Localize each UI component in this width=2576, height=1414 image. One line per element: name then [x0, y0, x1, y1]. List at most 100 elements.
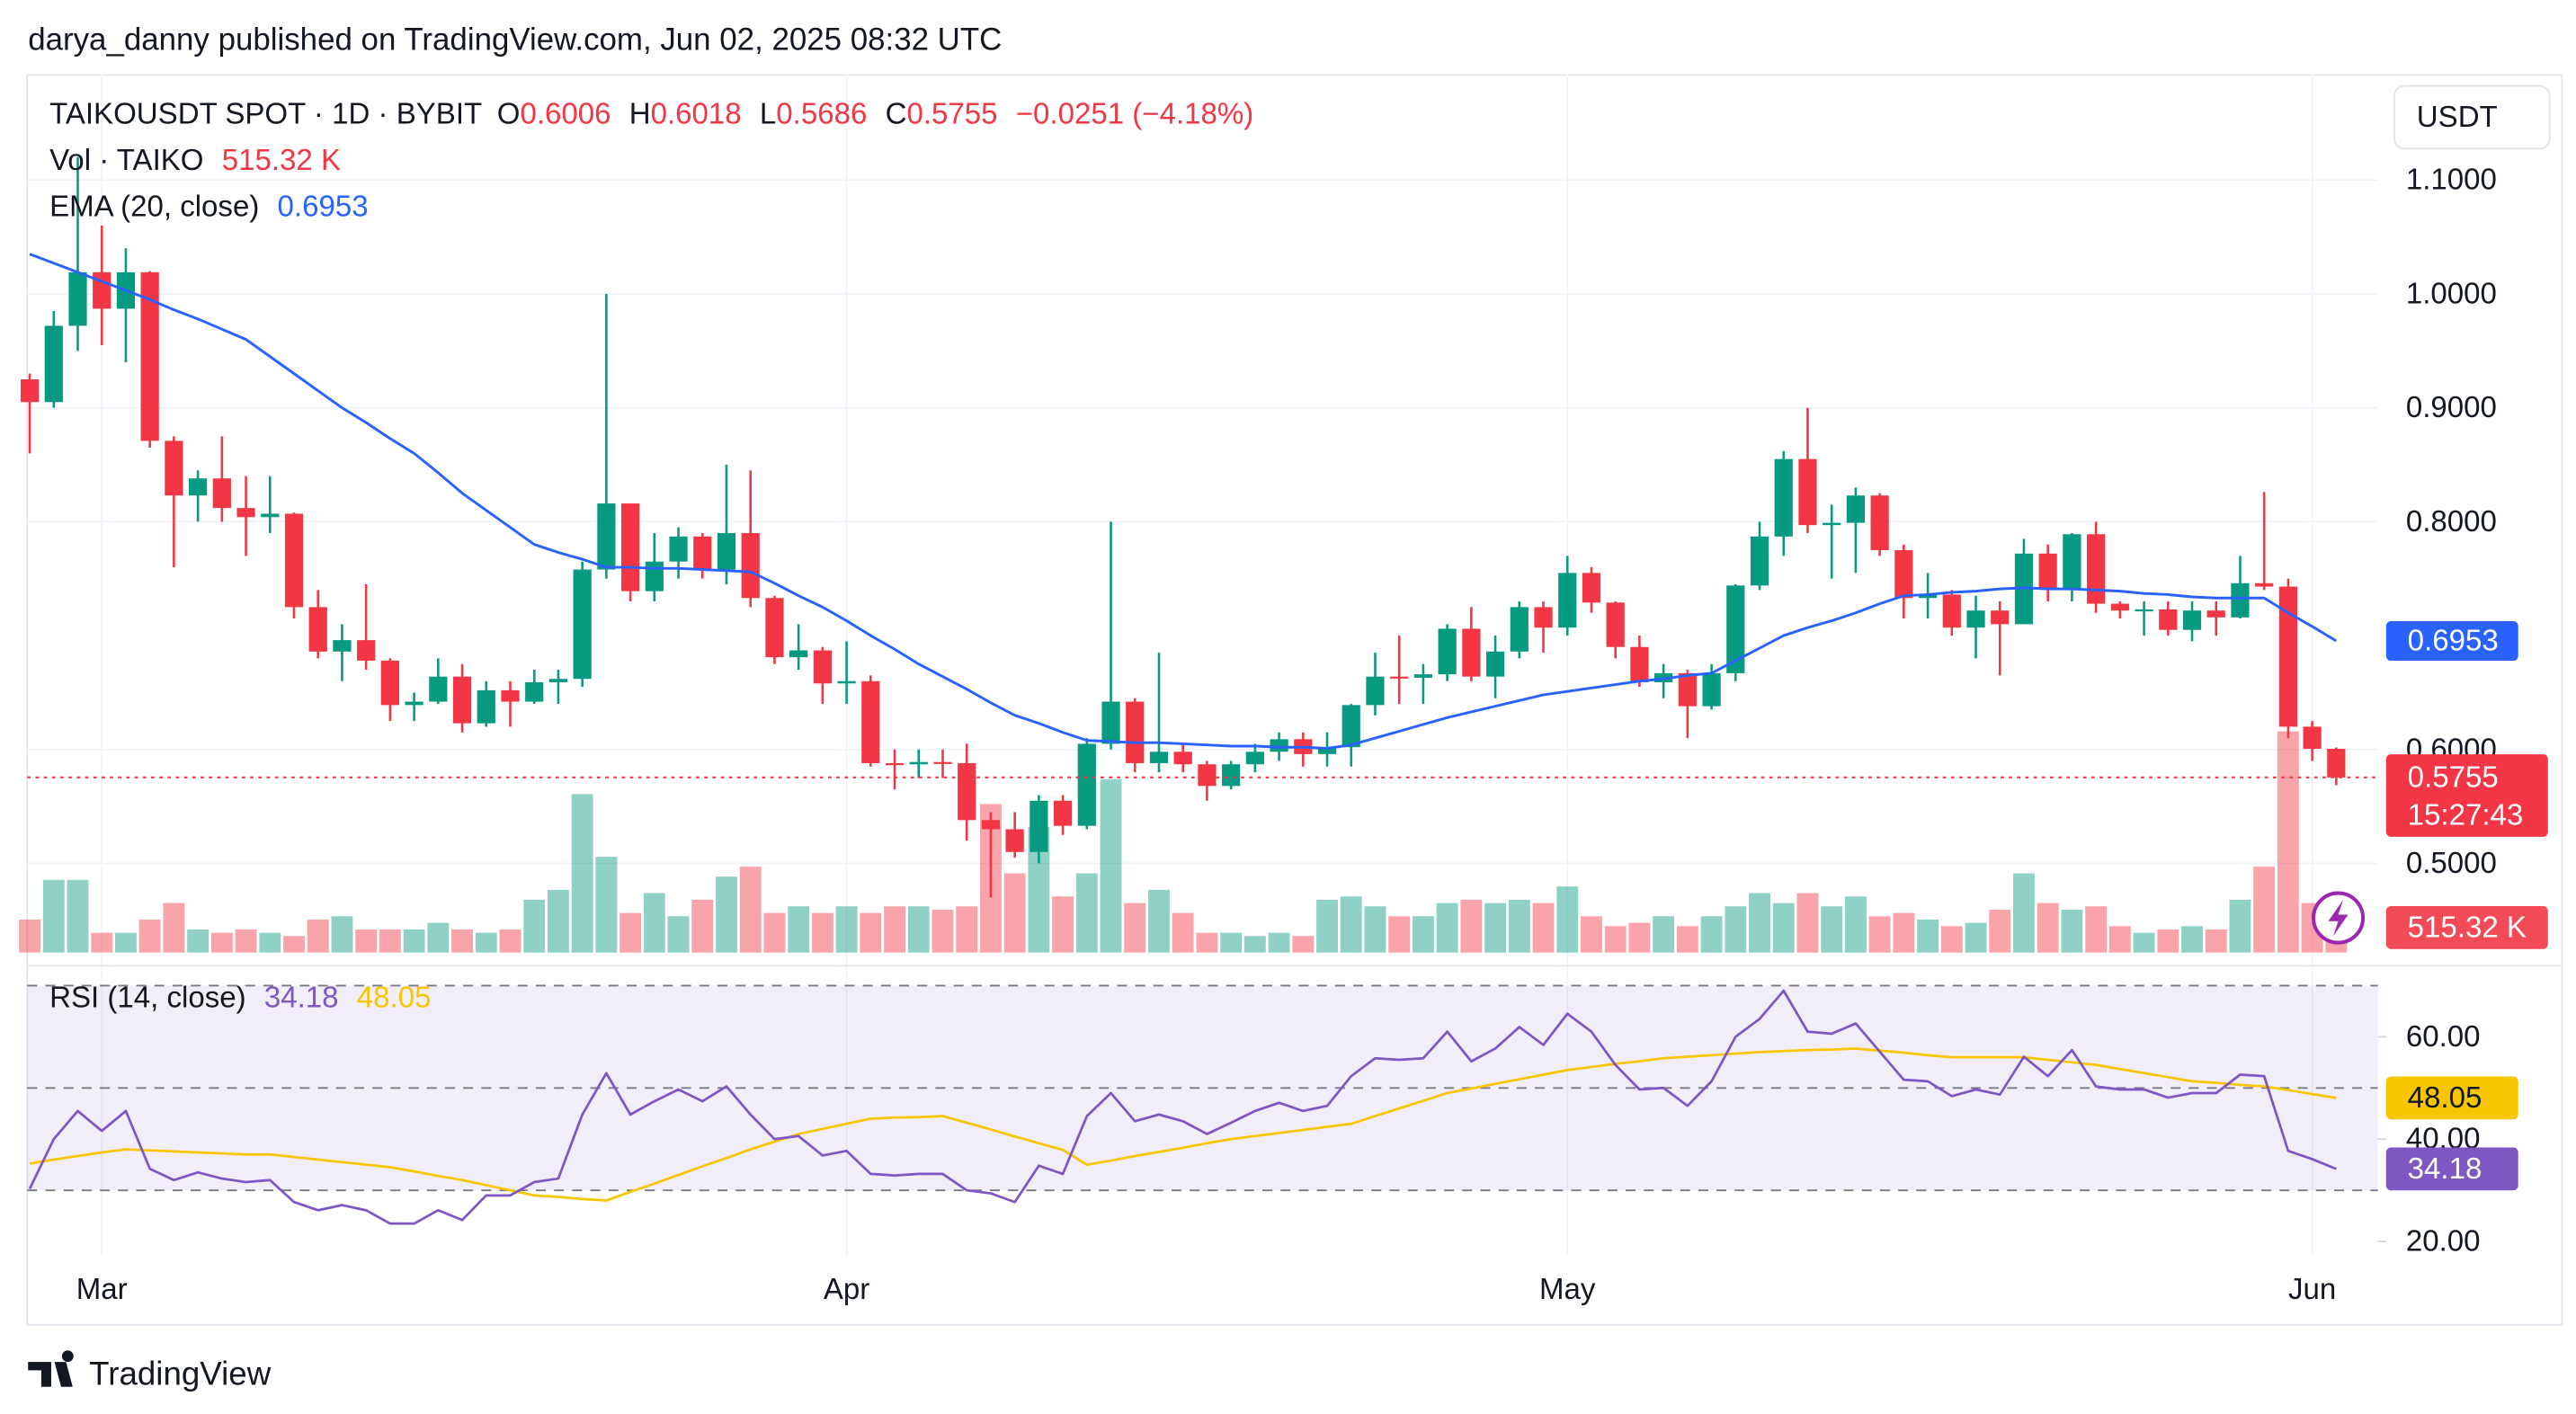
volume-bar: [1508, 899, 1530, 953]
volume-bar: [1364, 906, 1386, 953]
candle-body: [837, 680, 856, 684]
rsi-legend: RSI (14, close) 34.18 48.05: [49, 981, 431, 1014]
candle-body: [669, 536, 688, 562]
volume-bar: [595, 857, 618, 953]
candle-body: [2231, 582, 2250, 618]
candle-body: [1341, 705, 1360, 748]
volume-bar: [1292, 936, 1315, 953]
low-label: L: [760, 97, 776, 130]
candle-body: [717, 533, 736, 570]
volume-bar: [1844, 896, 1867, 953]
icon-bolt[interactable]: [2328, 899, 2349, 937]
candle-body: [477, 689, 495, 724]
candle-body: [1558, 573, 1577, 628]
candle-body: [308, 607, 327, 652]
y-tick-label: 0.9000: [2406, 391, 2497, 424]
candle-body: [789, 650, 808, 658]
volume-bar: [1220, 932, 1243, 953]
rsi-ma-badge: 48.05: [2408, 1081, 2482, 1115]
candle-body: [284, 513, 304, 608]
volume-bar: [355, 929, 378, 953]
volume-bar: [67, 879, 89, 953]
volume-bar: [811, 912, 833, 953]
candle-body: [1894, 550, 1913, 599]
volume-bar: [643, 893, 665, 953]
candle-body: [548, 679, 568, 683]
volume-bar: [2037, 903, 2059, 953]
candle-body: [885, 762, 905, 766]
candle-body: [620, 503, 640, 591]
candle-body: [1366, 676, 1385, 706]
volume-bar: [1460, 899, 1483, 953]
volume-bar: [523, 899, 546, 953]
candle-body: [2327, 749, 2346, 778]
volume-bar: [1124, 903, 1146, 953]
candle-body: [1390, 676, 1409, 679]
ema-legend: EMA (20, close) 0.6953: [49, 190, 369, 223]
candle-body: [1942, 594, 1961, 628]
volume-bar: [2061, 909, 2083, 953]
volume-bar: [667, 916, 690, 953]
candle-body: [2303, 726, 2322, 750]
volume-bar: [860, 912, 882, 953]
y-tick-label: 1.0000: [2406, 277, 2497, 310]
volume-bar: [427, 922, 450, 953]
rsi-line: [28, 989, 2337, 1225]
volume-bar: [283, 936, 305, 953]
candle-body: [1149, 751, 1169, 763]
currency[interactable]: USDT: [2417, 101, 2498, 134]
volume-bar: [1604, 926, 1627, 953]
volume-bar: [1172, 912, 1194, 953]
volume-bar: [163, 903, 185, 953]
plot-layer: [19, 74, 2562, 1255]
candle-body: [2159, 609, 2178, 630]
volume-bar: [2229, 899, 2251, 953]
volume-badge: 515.32 K: [2408, 911, 2527, 944]
candle-body: [1101, 701, 1120, 744]
candle-body: [933, 761, 952, 764]
volume-bar: [307, 919, 329, 953]
candle-body: [813, 650, 832, 684]
candle-body: [981, 820, 1001, 830]
candle-body: [2110, 603, 2129, 611]
brand-logo: [28, 1350, 74, 1387]
high-label: H: [629, 97, 651, 130]
rsi-ma-badge-bg: [2385, 1076, 2518, 1120]
open-label: O: [497, 97, 521, 130]
volume-bar: [2181, 926, 2203, 953]
rsi-tick-label: 20.00: [2406, 1225, 2481, 1258]
rsi-ma-value: 48.05: [357, 981, 432, 1014]
volume-bar: [2253, 867, 2276, 953]
lightning-icon[interactable]: [2311, 891, 2366, 945]
volume-bar: [2157, 929, 2179, 953]
candle-body: [429, 676, 448, 702]
candle-body: [212, 478, 231, 509]
volume-bar: [1676, 926, 1698, 953]
candle-body: [2206, 610, 2225, 618]
rsi-tick-label: 60.00: [2406, 1020, 2481, 1054]
volume-bar: [1412, 916, 1434, 953]
candle-body: [2255, 582, 2274, 587]
volume-bar: [499, 929, 521, 953]
currency-button[interactable]: [2393, 84, 2551, 150]
volume-bar: [1772, 903, 1795, 953]
candle-body: [1918, 594, 1938, 599]
volume-bar: [739, 867, 762, 953]
volume-bar: [1196, 932, 1218, 953]
candle-body: [573, 569, 592, 680]
rsi-band: [27, 985, 2378, 1191]
volume-bar: [331, 916, 353, 953]
x-tick-label: Apr: [824, 1273, 869, 1306]
volume-label: Vol · TAIKO: [49, 144, 203, 177]
candle-body: [165, 440, 183, 496]
close-badge-bg: [2385, 754, 2548, 837]
chart-frame: [26, 74, 2563, 1326]
rsi-value: 34.18: [264, 981, 339, 1014]
volume-badge-bg: [2385, 905, 2548, 949]
volume-bar: [1628, 922, 1651, 953]
candle-body: [1005, 829, 1024, 852]
volume-bar: [884, 906, 905, 953]
volume-bar: [1028, 827, 1050, 953]
